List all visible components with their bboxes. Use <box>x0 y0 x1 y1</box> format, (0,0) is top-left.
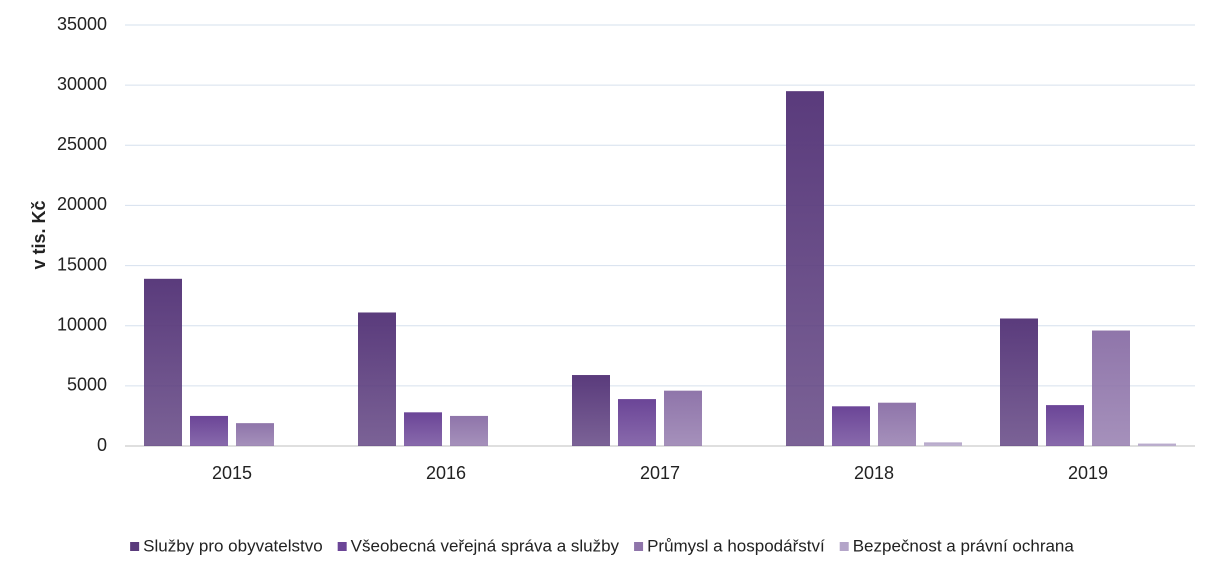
y-tick-label: 25000 <box>57 134 107 154</box>
legend-label: Služby pro obyvatelstvo <box>143 536 323 555</box>
legend-swatch <box>337 542 347 551</box>
legend-label: Bezpečnost a právní ochrana <box>853 536 1075 555</box>
bar <box>144 278 182 446</box>
bar <box>190 415 228 446</box>
y-tick-label: 0 <box>97 435 107 455</box>
legend-swatch <box>839 542 849 551</box>
x-tick-label: 2017 <box>640 463 680 483</box>
legend-label: Průmysl a hospodářství <box>647 536 825 555</box>
x-tick-label: 2015 <box>212 463 252 483</box>
bar <box>786 91 824 447</box>
bar <box>1046 405 1084 446</box>
x-tick-label: 2019 <box>1068 463 1108 483</box>
legend-swatch <box>634 542 644 551</box>
x-tick-label: 2016 <box>426 463 466 483</box>
bar <box>664 390 702 446</box>
y-axis-title: v tis. Kč <box>29 200 49 269</box>
y-tick-label: 5000 <box>67 375 107 395</box>
bar <box>618 399 656 446</box>
bar <box>450 415 488 446</box>
bar <box>236 423 274 446</box>
x-tick-label: 2018 <box>854 463 894 483</box>
bar <box>404 412 442 446</box>
legend-swatch <box>130 542 140 551</box>
bar <box>832 406 870 446</box>
y-tick-label: 35000 <box>57 14 107 34</box>
y-tick-label: 20000 <box>57 194 107 214</box>
bar <box>1092 330 1130 446</box>
bar <box>1138 443 1176 446</box>
bar <box>924 442 962 446</box>
bar <box>1000 318 1038 446</box>
y-tick-label: 15000 <box>57 254 107 274</box>
bar <box>878 402 916 446</box>
y-tick-label: 30000 <box>57 74 107 94</box>
bar <box>572 375 610 446</box>
bar <box>358 312 396 446</box>
y-tick-label: 10000 <box>57 314 107 334</box>
legend-label: Všeobecná veřejná správa a služby <box>351 536 620 555</box>
